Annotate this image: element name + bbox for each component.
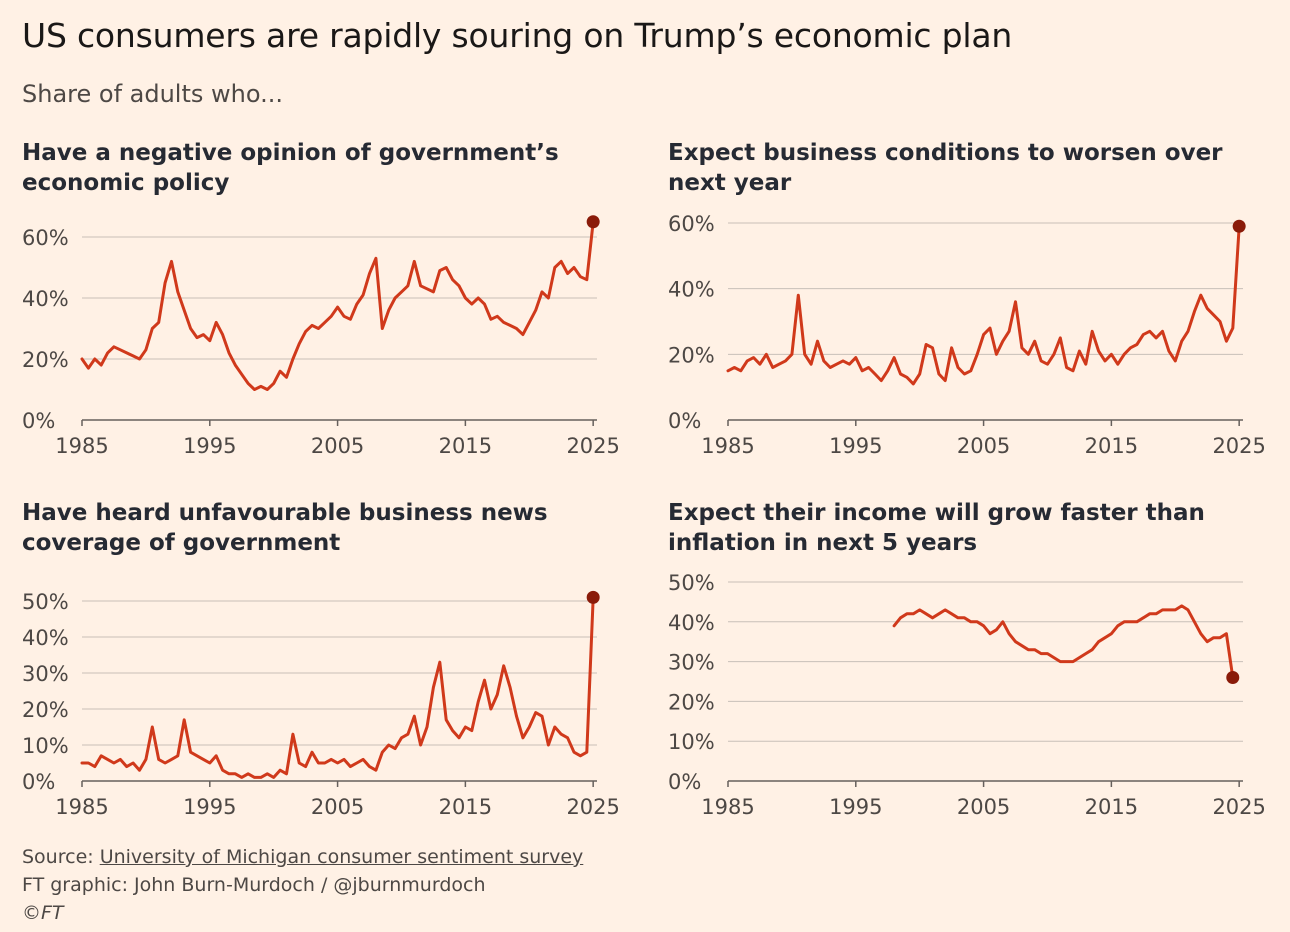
x-tick-label: 2015 [1085,434,1138,458]
y-tick-label: 20% [22,348,69,372]
series-line [892,604,1235,679]
y-tick-label: 30% [22,662,69,686]
x-tick-label: 1995 [183,795,236,819]
x-tick-label: 1995 [183,434,236,458]
panel-1-title: Have a negative opinion of government’s … [22,140,559,196]
x-tick-label: 1985 [55,795,108,819]
y-tick-label: 50% [22,590,69,614]
x-tick-label: 2005 [957,795,1010,819]
latest-value-dot [586,590,600,604]
y-tick-label: 60% [668,212,715,236]
x-tick-label: 2025 [1212,795,1265,819]
y-tick-label: 0% [668,409,701,433]
x-tick-label: 1995 [829,434,882,458]
x-tick-label: 2015 [439,434,492,458]
y-tick-label: 10% [668,730,715,754]
y-tick-label: 20% [22,698,69,722]
x-tick-label: 2025 [566,795,619,819]
y-tick-label: 50% [668,571,715,595]
panel-4-title: Expect their income will grow faster tha… [668,500,1205,556]
chart-title: US consumers are rapidly souring on Trum… [22,16,1013,55]
x-tick-label: 1985 [701,434,754,458]
y-tick-label: 0% [22,770,55,794]
y-tick-label: 40% [22,626,69,650]
series-line [726,224,1241,386]
y-tick-label: 0% [668,770,701,794]
x-tick-label: 2015 [439,795,492,819]
y-tick-label: 10% [22,734,69,758]
source-link[interactable]: University of Michigan consumer sentimen… [99,846,584,868]
x-tick-label: 1985 [55,434,108,458]
y-tick-label: 40% [668,611,715,635]
latest-value-dot [1226,671,1240,685]
chart-subtitle: Share of adults who... [22,80,283,108]
y-tick-label: 40% [668,278,715,302]
y-tick-label: 0% [22,409,55,433]
source-prefix: Source: [22,846,100,868]
y-tick-label: 60% [22,226,69,250]
credit-line: FT graphic: John Burn-Murdoch / @jburnmu… [22,874,486,896]
y-tick-label: 30% [668,651,715,675]
x-tick-label: 2005 [311,434,364,458]
series-line [80,220,595,391]
x-tick-label: 2005 [311,795,364,819]
x-tick-label: 1985 [701,795,754,819]
x-tick-label: 1995 [829,795,882,819]
panel-2-chart: 0% 20% 40% 60% 1985 1995 2005 2015 2025 [668,212,1266,458]
panel-3-chart: 0% 10% 20% 30% 40% 50% 1985 1995 2005 2015 2025 [22,590,620,819]
x-tick-label: 2025 [1212,434,1265,458]
panel-1-chart: 0% 20% 40% 60% 1985 1995 2005 2015 2025 [22,215,620,458]
panel-2-title: Expect business conditions to worsen ove… [668,140,1223,196]
y-tick-label: 20% [668,343,715,367]
x-tick-label: 2005 [957,434,1010,458]
panel-4-chart: 0% 10% 20% 30% 40% 50% 1985 1995 2005 2015 2025 [668,571,1266,819]
latest-value-dot [1232,219,1246,233]
y-tick-label: 20% [668,690,715,714]
y-tick-label: 40% [22,287,69,311]
x-tick-label: 2015 [1085,795,1138,819]
latest-value-dot [586,215,600,229]
copyright-line: ©FT [22,902,64,924]
source-line: Source: University of Michigan consumer … [22,843,583,871]
series-line [80,595,595,779]
x-tick-label: 2025 [566,434,619,458]
footer: Source: University of Michigan consumer … [22,843,583,927]
panel-3-title: Have heard unfavourable business news co… [22,500,548,556]
